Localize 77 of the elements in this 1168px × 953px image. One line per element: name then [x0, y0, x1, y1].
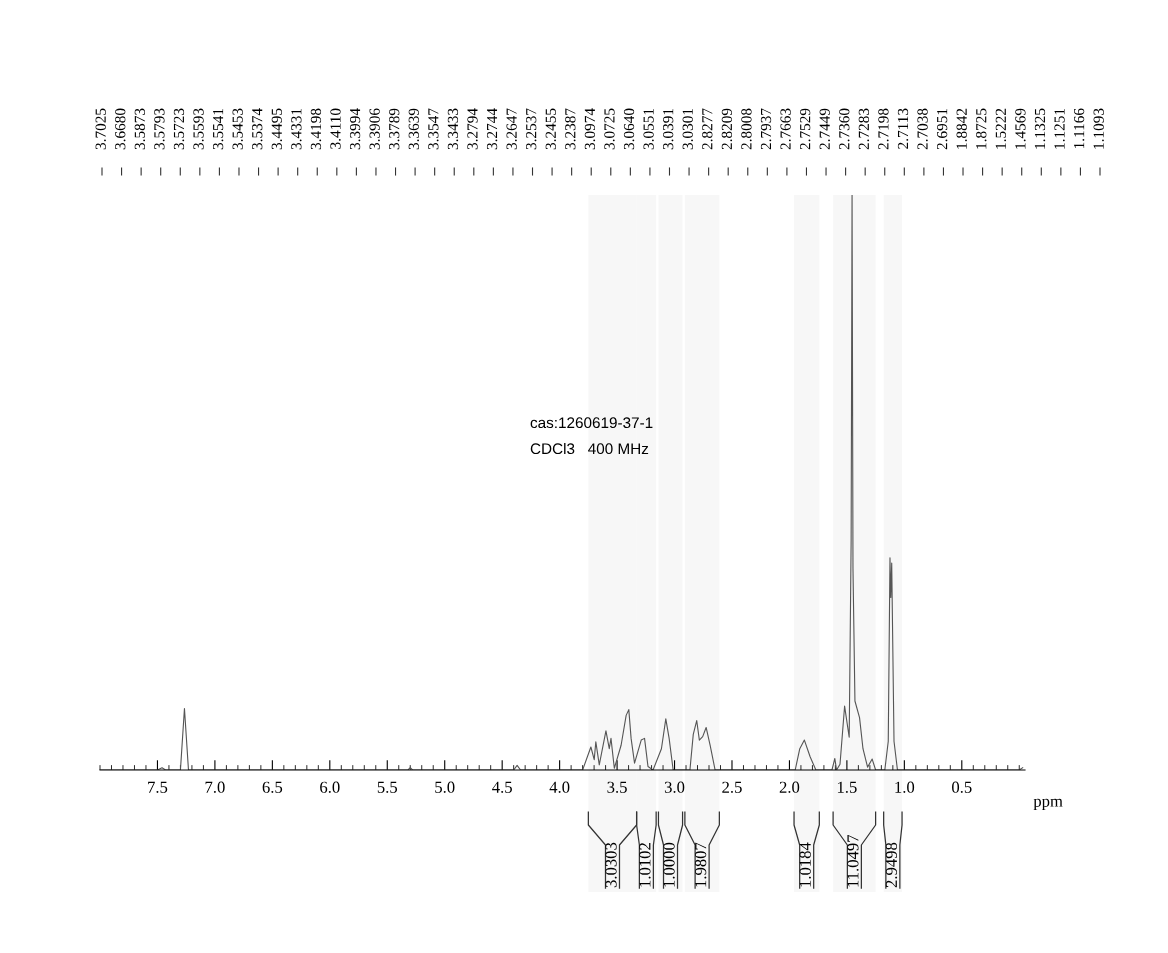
text: 2.7449 [819, 108, 830, 150]
text: 3.5793 [154, 108, 165, 150]
x-tick-label: 6.5 [262, 781, 283, 793]
x-tick-label: 2.5 [722, 781, 742, 793]
x-tick-label: 1.0 [895, 781, 915, 793]
text: 3.5873 [134, 108, 146, 150]
text: 2.7038 [917, 108, 928, 150]
text: 3.0725 [604, 108, 615, 150]
band-label: 1.0000 [663, 842, 675, 887]
text: 3.3547 [428, 108, 439, 150]
text: 3.0391 [663, 108, 674, 150]
text: 3.4495 [271, 108, 283, 150]
text: 2.7663 [780, 108, 791, 150]
text: 3.2794 [467, 108, 478, 150]
text: 3.5723 [173, 108, 185, 150]
text: 1.8725 [976, 108, 987, 149]
text: 1.1251 [1054, 108, 1065, 149]
text: 3.2387 [565, 108, 576, 150]
x-tick-label: 2.0 [779, 781, 800, 793]
x-tick-label: 7.0 [205, 781, 225, 793]
x-tick-label: 4.0 [549, 781, 570, 793]
text: 3.3789 [389, 108, 400, 150]
x-tick-label: 0.5 [952, 781, 972, 793]
x-tick-label: 5.5 [377, 781, 398, 793]
text: 2.7937 [760, 108, 772, 150]
text: 3.2647 [506, 108, 517, 150]
text: 3.4198 [310, 108, 322, 150]
band-label: 3.0303 [605, 842, 617, 888]
text: 3.0974 [584, 108, 596, 150]
text: 1.1093 [1093, 108, 1104, 149]
x-tick-label: 7.5 [148, 781, 168, 793]
text: 3.2537 [526, 108, 537, 150]
text: 2.7529 [800, 108, 811, 150]
band-label: 11.0497 [847, 834, 859, 887]
text: 1.1166 [1073, 108, 1085, 149]
x-tick-label: 6.0 [320, 781, 340, 793]
text: 3.5541 [212, 108, 224, 150]
x-axis-title: ppm [1033, 798, 1063, 811]
text: 3.3639 [408, 108, 419, 150]
text: 3.3433 [447, 108, 459, 150]
text: 3.5453 [232, 108, 243, 150]
x-tick-label: 1.5 [837, 781, 857, 793]
x-tick-label: 4.5 [492, 781, 512, 793]
band-label: 1.0102 [639, 843, 651, 887]
text: 3.2455 [545, 108, 556, 150]
text: 1.4569 [1015, 108, 1026, 149]
annotation: CDCl3 400 MHz [530, 442, 649, 455]
text: 1.1325 [1034, 108, 1046, 149]
text: 2.8277 [702, 108, 713, 150]
text: 2.7360 [839, 108, 850, 150]
annotation: cas:1260619-37-1 [530, 417, 653, 429]
text: 3.2744 [486, 108, 498, 150]
text: 3.6680 [115, 108, 126, 150]
text: 3.3994 [349, 108, 361, 150]
band-label: 2.9498 [885, 842, 898, 888]
band-label: 1.9807 [695, 842, 707, 887]
text: 3.0640 [623, 108, 635, 150]
text: 1.8842 [956, 108, 967, 149]
text: 2.8008 [741, 108, 752, 150]
text: 3.0301 [682, 108, 693, 150]
text: 2.6951 [937, 108, 948, 150]
text: 3.7025 [95, 108, 106, 150]
text: 2.8209 [721, 108, 733, 150]
x-tick-label: 3.0 [664, 781, 685, 793]
text: 2.7198 [878, 108, 889, 150]
text: 3.3906 [369, 108, 380, 150]
text: 3.4331 [291, 108, 302, 150]
text: 2.7283 [858, 108, 870, 150]
text: 3.4110 [330, 108, 341, 149]
text: 2.7113 [897, 108, 909, 149]
x-tick-label: 3.5 [607, 781, 627, 793]
text: 3.0551 [643, 108, 654, 150]
text: 3.5374 [252, 108, 263, 150]
text: 3.5593 [193, 108, 204, 150]
text: 1.5222 [995, 108, 1007, 149]
band-label: 1.0184 [799, 842, 811, 887]
x-tick-label: 5.0 [435, 781, 455, 793]
